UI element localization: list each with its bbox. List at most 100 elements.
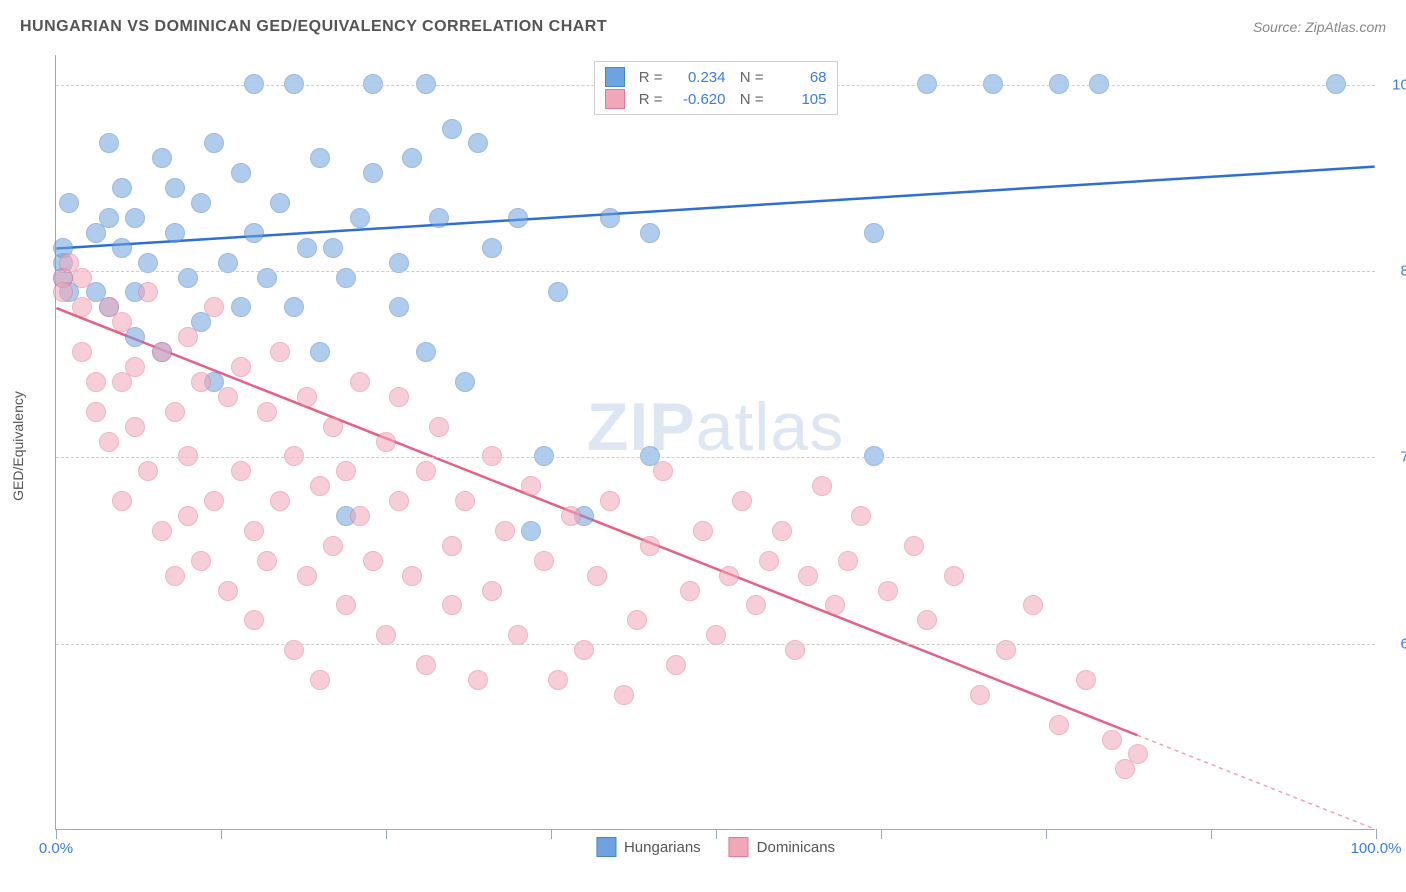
scatter-point [112,491,132,511]
scatter-point [191,372,211,392]
chart-title: HUNGARIAN VS DOMINICAN GED/EQUIVALENCY C… [20,18,607,36]
scatter-point [1049,715,1069,735]
scatter-point [468,133,488,153]
scatter-point [759,551,779,571]
scatter-point [218,387,238,407]
scatter-point [812,476,832,496]
source-credit: Source: ZipAtlas.com [1253,19,1386,35]
scatter-point [442,536,462,556]
scatter-point [323,417,343,437]
scatter-point [917,610,937,630]
scatter-point [231,297,251,317]
scatter-point [798,566,818,586]
scatter-point [336,595,356,615]
scatter-point [416,342,436,362]
scatter-point [218,253,238,273]
r-value: 0.234 [671,69,726,86]
scatter-point [878,581,898,601]
scatter-point [270,342,290,362]
y-tick-label: 62.5% [1383,635,1406,652]
scatter-point [468,670,488,690]
scatter-point [125,208,145,228]
scatter-point [455,372,475,392]
scatter-point [944,566,964,586]
scatter-point [416,461,436,481]
scatter-point [640,223,660,243]
scatter-point [310,476,330,496]
y-axis-label: GED/Equivalency [10,391,26,501]
scatter-point [719,566,739,586]
n-value: 68 [772,69,827,86]
scatter-point [257,402,277,422]
scatter-point [99,432,119,452]
scatter-point [653,461,673,481]
scatter-point [455,491,475,511]
scatter-point [429,417,449,437]
chart-plot-area: ZIPatlas R =0.234N =68R =-0.620N =105 Hu… [55,55,1375,830]
x-tick-label: 100.0% [1351,840,1402,857]
scatter-point [363,163,383,183]
scatter-point [204,297,224,317]
correlation-legend: R =0.234N =68R =-0.620N =105 [594,61,838,115]
scatter-point [838,551,858,571]
legend-swatch [596,837,616,857]
scatter-point [508,208,528,228]
scatter-point [534,551,554,571]
scatter-point [138,461,158,481]
scatter-point [904,536,924,556]
r-value: -0.620 [671,91,726,108]
scatter-point [521,476,541,496]
legend-series-name: Dominicans [757,839,835,856]
scatter-point [257,551,277,571]
scatter-point [178,327,198,347]
scatter-point [218,581,238,601]
scatter-point [310,148,330,168]
scatter-point [614,685,634,705]
scatter-point [389,491,409,511]
trend-lines-layer [56,55,1375,829]
scatter-point [204,133,224,153]
x-tick-mark [386,829,387,839]
scatter-point [376,432,396,452]
scatter-point [402,148,422,168]
scatter-point [970,685,990,705]
scatter-point [706,625,726,645]
scatter-point [165,402,185,422]
scatter-point [772,521,792,541]
scatter-point [389,297,409,317]
scatter-point [270,193,290,213]
scatter-point [297,238,317,258]
scatter-point [165,566,185,586]
scatter-point [336,461,356,481]
scatter-point [178,506,198,526]
scatter-point [732,491,752,511]
scatter-point [244,223,264,243]
scatter-point [72,342,92,362]
legend-row: R =0.234N =68 [605,66,827,88]
scatter-point [59,193,79,213]
scatter-point [86,402,106,422]
scatter-point [600,208,620,228]
gridline-h [56,271,1375,272]
scatter-point [482,238,502,258]
scatter-point [112,178,132,198]
scatter-point [99,208,119,228]
scatter-point [746,595,766,615]
scatter-point [125,417,145,437]
scatter-point [561,506,581,526]
legend-swatch [605,67,625,87]
r-label: R = [633,69,663,86]
x-tick-mark [881,829,882,839]
scatter-point [244,521,264,541]
scatter-point [350,506,370,526]
scatter-point [350,372,370,392]
scatter-point [600,491,620,511]
scatter-point [297,566,317,586]
scatter-point [53,282,73,302]
scatter-point [548,282,568,302]
x-tick-label: 0.0% [39,840,73,857]
scatter-point [270,491,290,511]
x-tick-mark [1376,829,1377,839]
scatter-point [1128,744,1148,764]
scatter-point [86,372,106,392]
